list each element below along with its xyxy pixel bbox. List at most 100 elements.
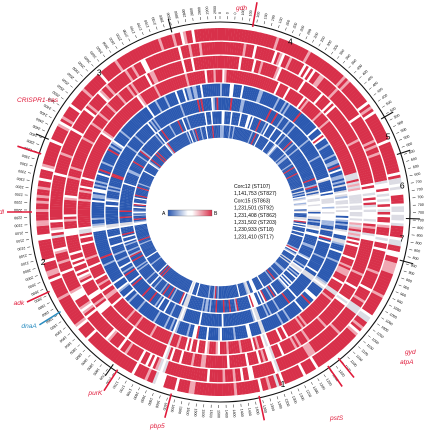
tick-label: 800 <box>412 256 419 261</box>
tick-label: 2700 <box>151 17 157 26</box>
position-tick <box>323 374 326 378</box>
tick-label: 100 <box>241 9 246 15</box>
tick-label: 1000 <box>393 306 402 313</box>
position-tick <box>65 91 69 94</box>
tick-label: 1000 <box>371 337 380 345</box>
position-tick <box>292 30 294 34</box>
position-tick <box>278 25 280 29</box>
position-tick <box>359 76 362 79</box>
segment-boundary <box>380 111 394 120</box>
tick-label: 2500 <box>52 90 61 98</box>
position-tick <box>269 398 271 402</box>
segment-label: 4 <box>288 36 293 46</box>
tick-label: 2100 <box>16 238 24 243</box>
gene-label: CRISPR1-cas <box>17 97 59 104</box>
tick-label: 2600 <box>108 37 116 46</box>
gene-label: atpA <box>400 359 414 366</box>
ring-track <box>63 55 377 369</box>
position-tick <box>166 397 168 401</box>
tick-label: 1900 <box>41 310 50 317</box>
position-tick <box>37 282 41 284</box>
position-tick <box>373 93 377 96</box>
position-tick <box>337 56 340 59</box>
tick-label: 1900 <box>54 329 63 337</box>
segment-label: 1 <box>281 379 286 389</box>
position-tick <box>56 103 60 106</box>
position-tick <box>159 395 161 399</box>
tick-label: 1100 <box>366 343 374 351</box>
position-tick <box>135 35 137 39</box>
position-tick <box>342 60 346 64</box>
tick-label: 2500 <box>72 66 81 74</box>
tick-label: 800 <box>414 248 421 253</box>
tick-label: 1400 <box>239 409 244 417</box>
tick-label: 1100 <box>349 359 357 367</box>
legend-scale-right-label: B <box>214 211 218 217</box>
position-tick <box>377 99 381 102</box>
tick-label: 1000 <box>380 325 389 333</box>
legend-entry: 1,141,753 (ST827) <box>234 191 277 197</box>
tick-label: 100 <box>278 17 284 24</box>
tick-label: 2400 <box>29 131 38 138</box>
tick-label: 200 <box>320 36 327 43</box>
position-tick <box>62 327 66 330</box>
position-tick <box>395 291 399 294</box>
legend-entry: 1,230,933 (ST18) <box>234 227 274 233</box>
tick-label: 1300 <box>277 401 283 410</box>
position-tick <box>276 396 279 400</box>
tick-label: 2300 <box>21 153 30 159</box>
position-tick <box>256 19 258 23</box>
tick-label: 100 <box>248 10 253 17</box>
position-tick <box>27 246 31 248</box>
position-tick <box>173 399 175 403</box>
position-tick <box>382 105 385 108</box>
tick-label: 2000 <box>34 296 43 303</box>
legend-entry: 1,231,501 (ST92) <box>234 206 274 212</box>
tick-label: 2700 <box>136 22 143 31</box>
tick-label: 700 <box>418 203 424 207</box>
position-tick <box>54 315 58 318</box>
tick-label: 1800 <box>86 362 94 371</box>
tick-label: 900 <box>396 299 403 305</box>
position-tick <box>285 27 287 31</box>
tick-label: 2900 <box>213 6 217 14</box>
position-tick <box>163 24 165 28</box>
position-tick <box>58 321 62 324</box>
position-tick <box>262 400 264 404</box>
tick-label: 1200 <box>312 386 319 395</box>
position-tick <box>304 385 307 389</box>
tick-label: 1500 <box>177 406 183 415</box>
position-tick <box>128 38 131 42</box>
position-tick <box>155 26 158 30</box>
tick-label: 1700 <box>125 388 132 397</box>
position-tick <box>141 32 144 35</box>
position-tick <box>30 261 34 263</box>
position-tick <box>318 43 321 47</box>
tick-label: 600 <box>408 149 415 155</box>
gene-label: pbp5 <box>149 423 165 430</box>
position-tick <box>36 143 40 145</box>
tick-label: 2100 <box>17 246 26 251</box>
ring-track <box>49 41 391 383</box>
tick-label: 1500 <box>193 408 198 416</box>
ring-track <box>119 111 321 313</box>
tick-label: 1800 <box>69 347 78 355</box>
tick-label: 1600 <box>132 391 139 400</box>
position-tick <box>406 160 410 162</box>
tick-label: 2000 <box>22 268 31 274</box>
legend-entry: Corc15 (ST863) <box>234 198 271 204</box>
position-tick <box>353 70 357 74</box>
position-tick <box>111 372 114 376</box>
position-tick <box>348 65 351 69</box>
position-tick <box>82 349 86 353</box>
segment-boundary <box>104 364 114 377</box>
tick-label: 2000 <box>27 282 36 289</box>
position-tick <box>45 122 49 125</box>
tick-label: 2300 <box>18 169 27 175</box>
tick-label: 2500 <box>61 78 70 86</box>
tick-label: 2700 <box>122 29 129 38</box>
position-tick <box>392 298 396 300</box>
segment-boundary <box>35 133 50 140</box>
position-tick <box>407 167 412 169</box>
